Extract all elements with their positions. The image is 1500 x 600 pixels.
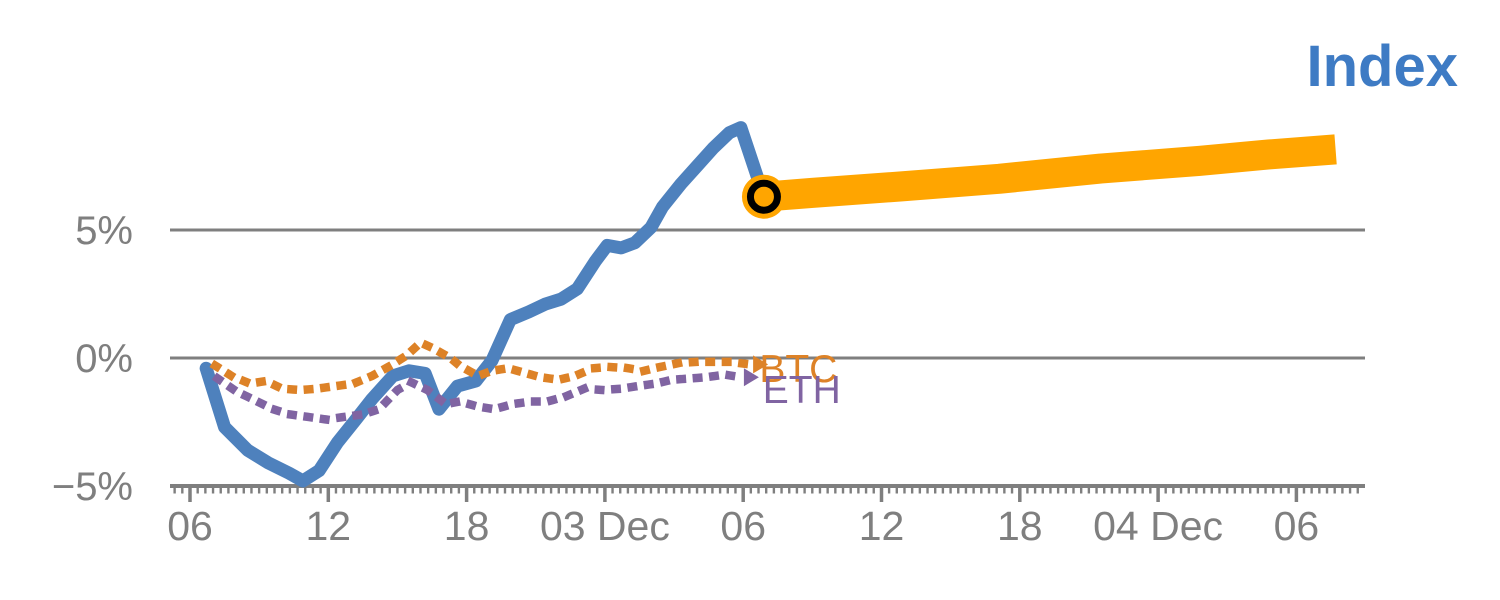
x-tick-label: 06 (720, 503, 766, 549)
eth-arrowhead-icon (743, 368, 759, 387)
x-tick-label: 18 (444, 503, 490, 549)
x-tick-label: 06 (1274, 503, 1320, 549)
y-tick-label: 5% (75, 209, 133, 253)
x-tick-label: 03 Dec (540, 503, 670, 549)
chart-title: Index (1307, 34, 1459, 99)
btc-arrowhead-icon (753, 355, 769, 374)
x-tick-label: 04 Dec (1093, 503, 1223, 549)
x-tick-label: 06 (167, 503, 213, 549)
index-line (199, 121, 771, 488)
eth-line (211, 370, 746, 424)
btc-line (209, 338, 755, 395)
forecast-start-marker-ring (746, 179, 781, 214)
eth-label: ETH (763, 369, 841, 412)
x-tick-label: 12 (859, 503, 905, 549)
x-tick-label: 12 (305, 503, 351, 549)
y-tick-label: 0% (75, 337, 133, 381)
y-tick-label: −5% (52, 465, 133, 509)
btc-label: BTC (759, 348, 837, 391)
x-tick-label: 18 (997, 503, 1043, 549)
forecast-band (762, 134, 1337, 212)
